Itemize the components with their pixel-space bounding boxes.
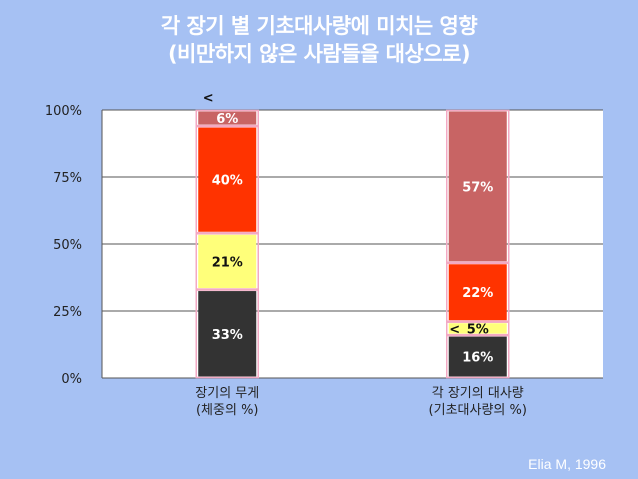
bar-segment-frame [195, 109, 259, 127]
data-label: 16% [462, 351, 493, 366]
source-credit: Elia M, 1996 [528, 456, 606, 472]
bar-segment-frame [195, 233, 259, 290]
y-tick-label: 75% [53, 171, 82, 186]
data-label: 33% [212, 328, 243, 343]
bar-segment-frame [446, 321, 510, 336]
data-label: 21% [212, 255, 243, 270]
data-label: 6% [216, 112, 238, 127]
data-label: 22% [462, 286, 493, 301]
x-category-label: 장기의 무게 [195, 386, 259, 401]
bar-segment [448, 111, 507, 262]
x-category-label: 각 장기의 대사량 [432, 386, 524, 401]
data-label: 40% [212, 174, 243, 189]
title-line-2: (비만하지 않은 사람들을 대상으로) [167, 42, 471, 66]
bar-segment [198, 111, 257, 125]
bar-segment [198, 234, 257, 289]
bar-segment-frame [446, 109, 510, 264]
bar-segment-frame [195, 125, 259, 234]
chart-title: 각 장기 별 기초대사량에 미치는 영향 (비만하지 않은 사람들을 대상으로) [0, 12, 638, 68]
title-line-1: 각 장기 별 기초대사량에 미치는 영향 [160, 14, 478, 38]
bar-segment-frame [446, 262, 510, 322]
y-tick-label: 25% [53, 305, 82, 320]
bar-segment-frame [446, 334, 510, 379]
bar-segment [448, 336, 507, 377]
bar-segment [448, 323, 507, 334]
data-label: 57% [462, 180, 493, 195]
bar-segment [198, 291, 257, 377]
bar-segment [198, 127, 257, 232]
bar-segment-frame [195, 289, 259, 379]
annotation-marker: < [449, 322, 460, 337]
x-category-label: (체중의 %) [196, 403, 259, 418]
y-tick-label: 0% [61, 372, 82, 387]
data-label: 5% [467, 322, 489, 337]
x-category-label: (기초대사량의 %) [429, 403, 527, 418]
y-tick-label: 100% [45, 104, 82, 119]
annotation-marker: < [203, 91, 214, 106]
y-tick-label: 50% [53, 238, 82, 253]
bar-segment [448, 264, 507, 321]
